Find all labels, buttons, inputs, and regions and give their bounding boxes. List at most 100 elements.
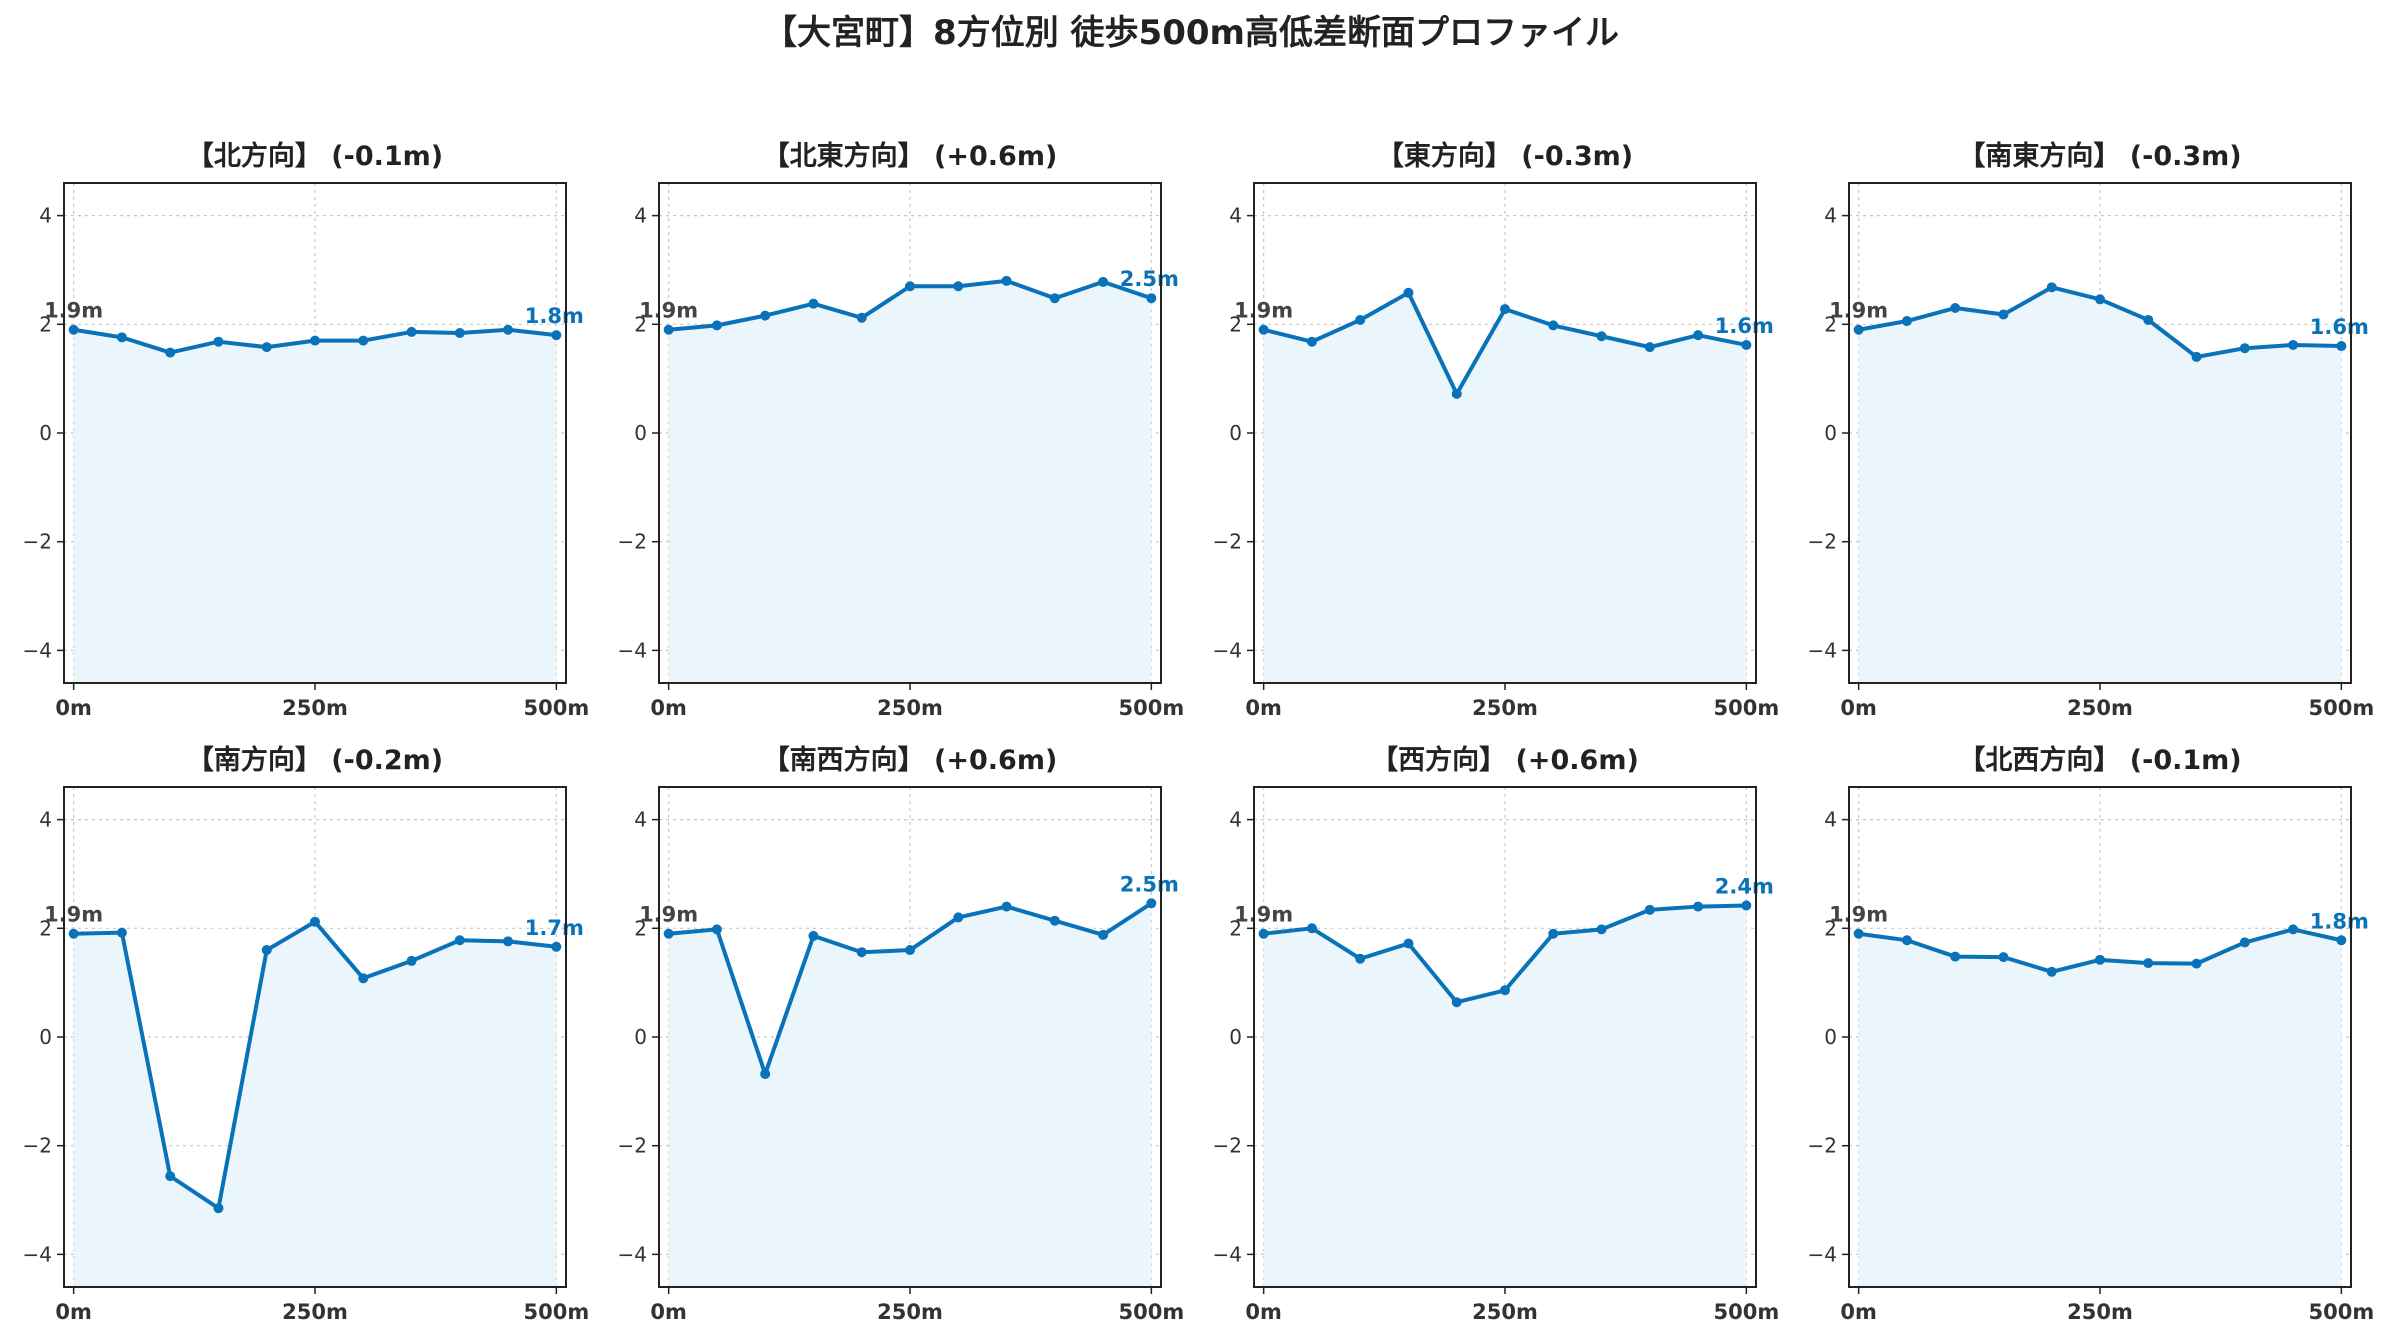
elevation-point: [1693, 901, 1704, 912]
x-tick-label: 250m: [282, 1300, 348, 1324]
y-tick-label: −2: [618, 530, 647, 554]
elevation-point: [1355, 953, 1366, 964]
elevation-point: [1098, 929, 1109, 940]
elevation-point: [261, 342, 272, 353]
elevation-point: [1998, 309, 2009, 320]
elevation-point: [1500, 304, 1510, 315]
elevation-point: [1950, 951, 1961, 962]
elevation-point: [760, 1068, 771, 1079]
elevation-point: [1548, 928, 1559, 939]
x-tick-label: 250m: [877, 696, 943, 720]
y-tick-label: −4: [618, 1242, 647, 1266]
panel-title: 【南東方向】 (-0.3m): [1958, 140, 2241, 172]
elevation-point: [1741, 900, 1752, 911]
elevation-point: [310, 916, 320, 927]
y-tick-label: 4: [1229, 204, 1242, 228]
elevation-point: [856, 947, 867, 958]
elevation-area: [1263, 905, 1747, 1287]
panel-0: 【北方向】 (-0.1m) −4 −2 0 2 4 0m 250m 500m 1.9m 1.8m: [23, 140, 590, 720]
x-tick-label: 0m: [650, 1300, 687, 1324]
elevation-point: [2239, 343, 2250, 354]
elevation-point: [1049, 915, 1060, 926]
x-tick-label: 250m: [282, 696, 348, 720]
panel-frame: [63, 182, 567, 684]
elevation-point: [406, 326, 417, 337]
elevation-area: [73, 921, 557, 1287]
end-elevation-label: 1.6m: [2310, 315, 2369, 339]
elevation-point: [68, 928, 79, 939]
y-tick-label: −4: [1213, 638, 1242, 662]
y-tick-label: −4: [618, 638, 647, 662]
end-elevation-label: 1.6m: [1715, 314, 1774, 338]
elevation-point: [711, 924, 722, 935]
elevation-point: [1001, 275, 1012, 286]
y-tick-label: −2: [1808, 530, 1837, 554]
elevation-point: [2191, 351, 2202, 362]
y-tick-label: −2: [1213, 1134, 1242, 1158]
panel-title: 【北方向】 (-0.1m): [187, 140, 443, 172]
x-tick-label: 250m: [2067, 1300, 2133, 1324]
elevation-area: [1858, 929, 2342, 1287]
elevation-point: [905, 281, 915, 292]
start-elevation-label: 1.9m: [1234, 903, 1293, 927]
y-tick-label: −2: [618, 1134, 647, 1158]
elevation-point: [454, 328, 465, 338]
elevation-point: [2095, 954, 2105, 965]
x-tick-label: 500m: [1118, 1300, 1184, 1324]
panel-5: 【南西方向】 (+0.6m) −4 −2 0 2 4 0m 250m 500m 1.9m 2.5m: [618, 744, 1185, 1324]
elevation-point: [663, 324, 674, 335]
elevation-area: [1263, 292, 1747, 683]
y-tick-label: 0: [1229, 421, 1242, 445]
elevation-point: [1998, 952, 2009, 963]
elevation-point: [1451, 388, 1462, 399]
panel-3: 【南東方向】 (-0.3m) −4 −2 0 2 4 0m 250m 500m 1.9m 1.6m: [1808, 140, 2375, 720]
panel-grid: 【北方向】 (-0.1m) −4 −2 0 2 4 0m 250m 500m 1.9m 1.8m 【北…: [23, 140, 2375, 1324]
elevation-point: [1355, 314, 1366, 325]
elevation-point: [2046, 282, 2057, 293]
elevation-point: [2239, 937, 2250, 948]
x-tick-label: 0m: [1245, 696, 1282, 720]
elevation-point: [2288, 339, 2299, 350]
y-tick-label: 2: [1229, 312, 1242, 336]
y-tick-label: −4: [1213, 1242, 1242, 1266]
elevation-point: [2046, 966, 2057, 977]
y-tick-label: 0: [1824, 1025, 1837, 1049]
start-elevation-label: 1.9m: [639, 903, 698, 927]
elevation-point: [1596, 331, 1607, 342]
y-tick-label: 0: [39, 421, 52, 445]
panel-frame: [1253, 182, 1757, 684]
figure-title: 【大宮町】8方位別 徒歩500m高低差断面プロファイル: [763, 13, 1619, 53]
elevation-point: [68, 324, 79, 335]
elevation-point: [454, 935, 465, 946]
panel-frame: [63, 786, 567, 1288]
elevation-point: [310, 335, 320, 346]
y-tick-label: 2: [1824, 916, 1837, 940]
elevation-point: [1644, 342, 1655, 353]
panel-6: 【西方向】 (+0.6m) −4 −2 0 2 4 0m 250m 500m 1.9m 2.4m: [1213, 744, 1780, 1324]
elevation-point: [856, 312, 867, 323]
elevation-point: [165, 347, 176, 358]
panel-title: 【西方向】 (+0.6m): [1371, 744, 1639, 776]
elevation-point: [1403, 938, 1414, 949]
y-tick-label: −2: [23, 530, 52, 554]
end-elevation-label: 2.5m: [1120, 872, 1179, 896]
y-tick-label: 0: [1824, 421, 1837, 445]
end-elevation-label: 1.7m: [525, 916, 584, 940]
elevation-point: [358, 335, 369, 346]
y-tick-label: 2: [1824, 312, 1837, 336]
panel-title: 【北東方向】 (+0.6m): [763, 140, 1058, 172]
panel-frame: [658, 182, 1162, 684]
elevation-point: [2336, 341, 2347, 352]
elevation-point: [808, 930, 819, 941]
elevation-point: [1306, 336, 1317, 347]
y-tick-label: 4: [39, 204, 52, 228]
end-elevation-label: 1.8m: [525, 304, 584, 328]
elevation-point: [213, 1203, 224, 1214]
elevation-point: [1001, 901, 1012, 912]
y-tick-label: −4: [1808, 1242, 1837, 1266]
elevation-point: [1049, 293, 1060, 304]
start-elevation-label: 1.9m: [1829, 903, 1888, 927]
elevation-point: [2095, 294, 2105, 305]
elevation-point: [503, 936, 514, 947]
start-elevation-label: 1.9m: [44, 299, 103, 323]
